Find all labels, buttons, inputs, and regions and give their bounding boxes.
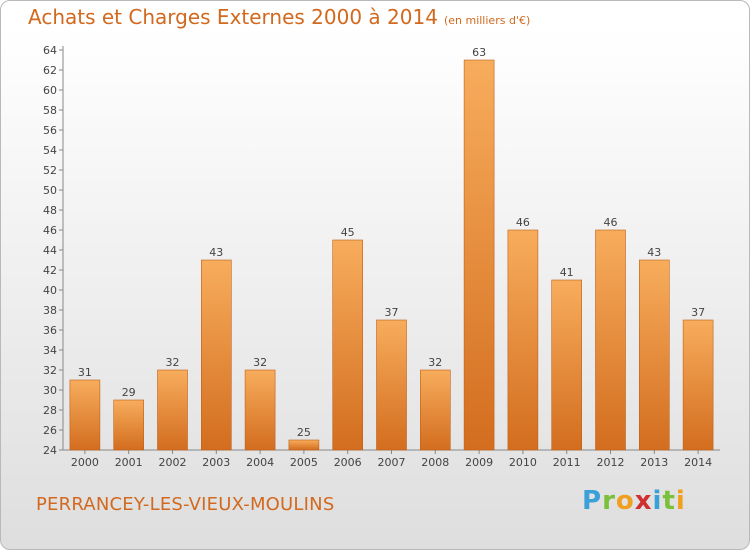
chart-bars: 31 29 32 43 32 25 45 37 32 63 46 41 46 43 37 bbox=[69, 46, 714, 451]
y-tick-label: 30 bbox=[43, 384, 57, 397]
y-tick-label: 54 bbox=[43, 144, 57, 157]
bar-2003 bbox=[201, 259, 232, 451]
bar-value-label: 32 bbox=[166, 356, 180, 369]
bar-2014 bbox=[682, 319, 714, 451]
bar-value-label: 37 bbox=[691, 306, 705, 319]
bar-2009 bbox=[463, 59, 495, 451]
x-tick-label: 2013 bbox=[640, 456, 668, 469]
chart-title-text: Achats et Charges Externes 2000 à 2014 bbox=[28, 5, 438, 29]
x-tick-label: 2014 bbox=[684, 456, 712, 469]
y-tick-label: 50 bbox=[43, 184, 57, 197]
x-tick-label: 2003 bbox=[202, 456, 230, 469]
proxiti-logo: Proxiti bbox=[582, 486, 686, 516]
bar-value-label: 46 bbox=[604, 216, 618, 229]
y-tick-label: 64 bbox=[43, 44, 57, 57]
y-tick-label: 26 bbox=[43, 424, 57, 437]
y-tick-label: 52 bbox=[43, 164, 57, 177]
logo-letter: i bbox=[652, 486, 663, 516]
x-tick-label: 2007 bbox=[378, 456, 406, 469]
y-tick-label: 38 bbox=[43, 304, 57, 317]
bar-value-label: 63 bbox=[472, 46, 486, 59]
x-tick-label: 2002 bbox=[159, 456, 187, 469]
bar-value-label: 43 bbox=[647, 246, 661, 259]
y-tick-label: 44 bbox=[43, 244, 57, 257]
y-tick-label: 58 bbox=[43, 104, 57, 117]
bar-value-label: 32 bbox=[428, 356, 442, 369]
bar-2000 bbox=[69, 379, 101, 451]
logo-letter: P bbox=[582, 486, 603, 516]
x-tick-label: 2004 bbox=[246, 456, 274, 469]
x-tick-label: 2006 bbox=[334, 456, 362, 469]
bar-2004 bbox=[244, 369, 276, 451]
logo-letter: t bbox=[662, 486, 676, 516]
y-tick-label: 28 bbox=[43, 404, 57, 417]
y-tick-label: 46 bbox=[43, 224, 57, 237]
y-tick-label: 36 bbox=[43, 324, 57, 337]
bar-2012 bbox=[595, 229, 626, 451]
bar-2001 bbox=[113, 399, 144, 451]
y-tick-label: 34 bbox=[43, 344, 57, 357]
y-tick-label: 48 bbox=[43, 204, 57, 217]
bar-2011 bbox=[551, 279, 583, 451]
bar-2013 bbox=[638, 259, 670, 451]
x-tick-label: 2005 bbox=[290, 456, 318, 469]
y-tick-label: 62 bbox=[43, 64, 57, 77]
bar-value-label: 43 bbox=[209, 246, 223, 259]
x-tick-label: 2012 bbox=[597, 456, 625, 469]
x-tick-label: 2010 bbox=[509, 456, 537, 469]
x-tick-label: 2011 bbox=[553, 456, 581, 469]
y-tick-label: 24 bbox=[43, 444, 57, 457]
x-tick-label: 2000 bbox=[71, 456, 99, 469]
bar-2002 bbox=[157, 369, 188, 451]
y-tick-label: 40 bbox=[43, 284, 57, 297]
bar-value-label: 29 bbox=[122, 386, 136, 399]
x-tick-label: 2008 bbox=[421, 456, 449, 469]
bar-2008 bbox=[419, 369, 451, 451]
bar-2010 bbox=[507, 229, 539, 451]
y-tick-label: 42 bbox=[43, 264, 57, 277]
bar-2006 bbox=[332, 239, 364, 451]
x-tick-label: 2001 bbox=[115, 456, 143, 469]
bar-value-label: 32 bbox=[253, 356, 267, 369]
y-tick-label: 60 bbox=[43, 84, 57, 97]
bar-value-label: 25 bbox=[297, 426, 311, 439]
chart-title: Achats et Charges Externes 2000 à 2014 (e… bbox=[28, 5, 530, 29]
x-tick-label: 2009 bbox=[465, 456, 493, 469]
logo-letter: o bbox=[615, 486, 635, 516]
logo-letter: x bbox=[634, 486, 653, 516]
logo-letter: i bbox=[675, 486, 686, 516]
logo-letter: r bbox=[602, 486, 616, 516]
bar-value-label: 41 bbox=[560, 266, 574, 279]
bar-2005 bbox=[288, 439, 320, 451]
y-tick-label: 56 bbox=[43, 124, 57, 137]
bar-value-label: 46 bbox=[516, 216, 530, 229]
y-tick-label: 32 bbox=[43, 364, 57, 377]
commune-name: PERRANCEY-LES-VIEUX-MOULINS bbox=[36, 494, 335, 515]
bar-2007 bbox=[376, 319, 407, 451]
bar-value-label: 37 bbox=[385, 306, 399, 319]
bar-value-label: 31 bbox=[78, 366, 92, 379]
chart-unit-label: (en milliers d'€) bbox=[443, 14, 531, 27]
bar-value-label: 45 bbox=[341, 226, 355, 239]
